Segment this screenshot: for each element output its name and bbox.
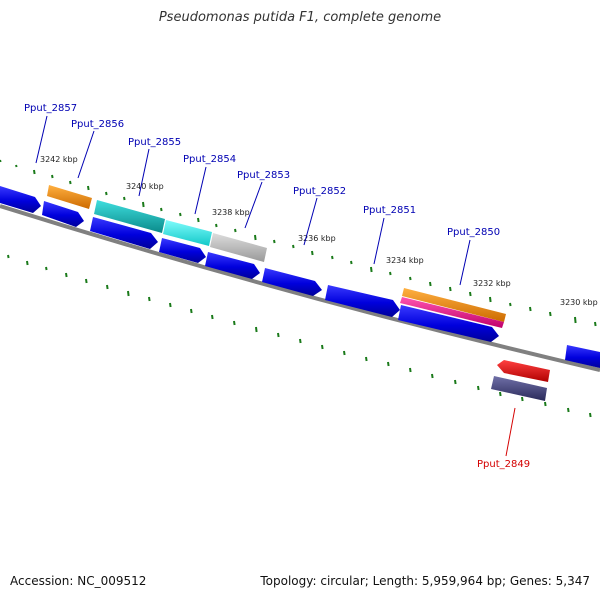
cds-arrow[interactable]: [90, 217, 158, 249]
gene-feature-orange[interactable]: [47, 185, 92, 209]
tick-label: 3236 kbp: [298, 234, 336, 243]
accession-text: Accession: NC_009512: [10, 574, 147, 588]
cds-arrow[interactable]: [205, 252, 260, 279]
outer-dotted-ring: [0, 159, 597, 327]
feature-track-lower[interactable]: [491, 360, 550, 401]
gene-label-pput-2849[interactable]: Pput_2849: [477, 459, 530, 470]
cds-arrow[interactable]: [0, 186, 41, 213]
gene-label-pput-2855[interactable]: Pput_2855: [128, 137, 181, 148]
gene-label-pput-2851[interactable]: Pput_2851: [363, 205, 416, 216]
genome-backbone: [0, 204, 600, 372]
gene-feature-pink-2850[interactable]: [400, 297, 504, 328]
gene-labels: Pput_2857 Pput_2856 Pput_2855 Pput_2854 …: [24, 103, 530, 470]
gene-label-pput-2857[interactable]: Pput_2857: [24, 103, 77, 114]
gene-feature-red-2849[interactable]: [497, 360, 550, 382]
tick-label: 3238 kbp: [212, 208, 250, 217]
gene-label-pput-2854[interactable]: Pput_2854: [183, 154, 236, 165]
cds-track[interactable]: [0, 186, 600, 368]
tick-label: 3242 kbp: [40, 155, 78, 164]
tick-label: 3234 kbp: [386, 256, 424, 265]
gene-feature-teal[interactable]: [94, 200, 165, 233]
gene-feature-cyan[interactable]: [163, 220, 212, 246]
cds-arrow[interactable]: [398, 305, 499, 342]
gene-label-pput-2856[interactable]: Pput_2856: [71, 119, 124, 130]
gene-label-pput-2850[interactable]: Pput_2850: [447, 227, 500, 238]
cds-arrow[interactable]: [565, 345, 600, 368]
tick-label: 3230 kbp: [560, 298, 598, 307]
cds-arrow[interactable]: [159, 238, 206, 263]
gene-feature-orange-2850[interactable]: [402, 288, 506, 322]
cds-arrow[interactable]: [325, 285, 400, 317]
cds-arrow[interactable]: [42, 201, 84, 227]
feature-track-upper[interactable]: [47, 185, 506, 328]
tick-label: 3232 kbp: [473, 279, 511, 288]
label-leaders: [35, 115, 516, 457]
gene-label-pput-2852[interactable]: Pput_2852: [293, 186, 346, 197]
gene-label-pput-2853[interactable]: Pput_2853: [237, 170, 290, 181]
position-ticks: 3242 kbp 3240 kbp 3238 kbp 3236 kbp 3234…: [40, 155, 598, 307]
tick-label: 3240 kbp: [126, 182, 164, 191]
genome-summary: Topology: circular; Length: 5,959,964 bp…: [260, 574, 590, 588]
gene-feature-grey[interactable]: [210, 233, 267, 262]
gene-feature-slate-2849[interactable]: [491, 376, 547, 401]
inner-dotted-ring: [7, 254, 592, 418]
cds-arrow[interactable]: [262, 268, 322, 296]
genome-title: Pseudomonas putida F1, complete genome: [158, 10, 442, 25]
